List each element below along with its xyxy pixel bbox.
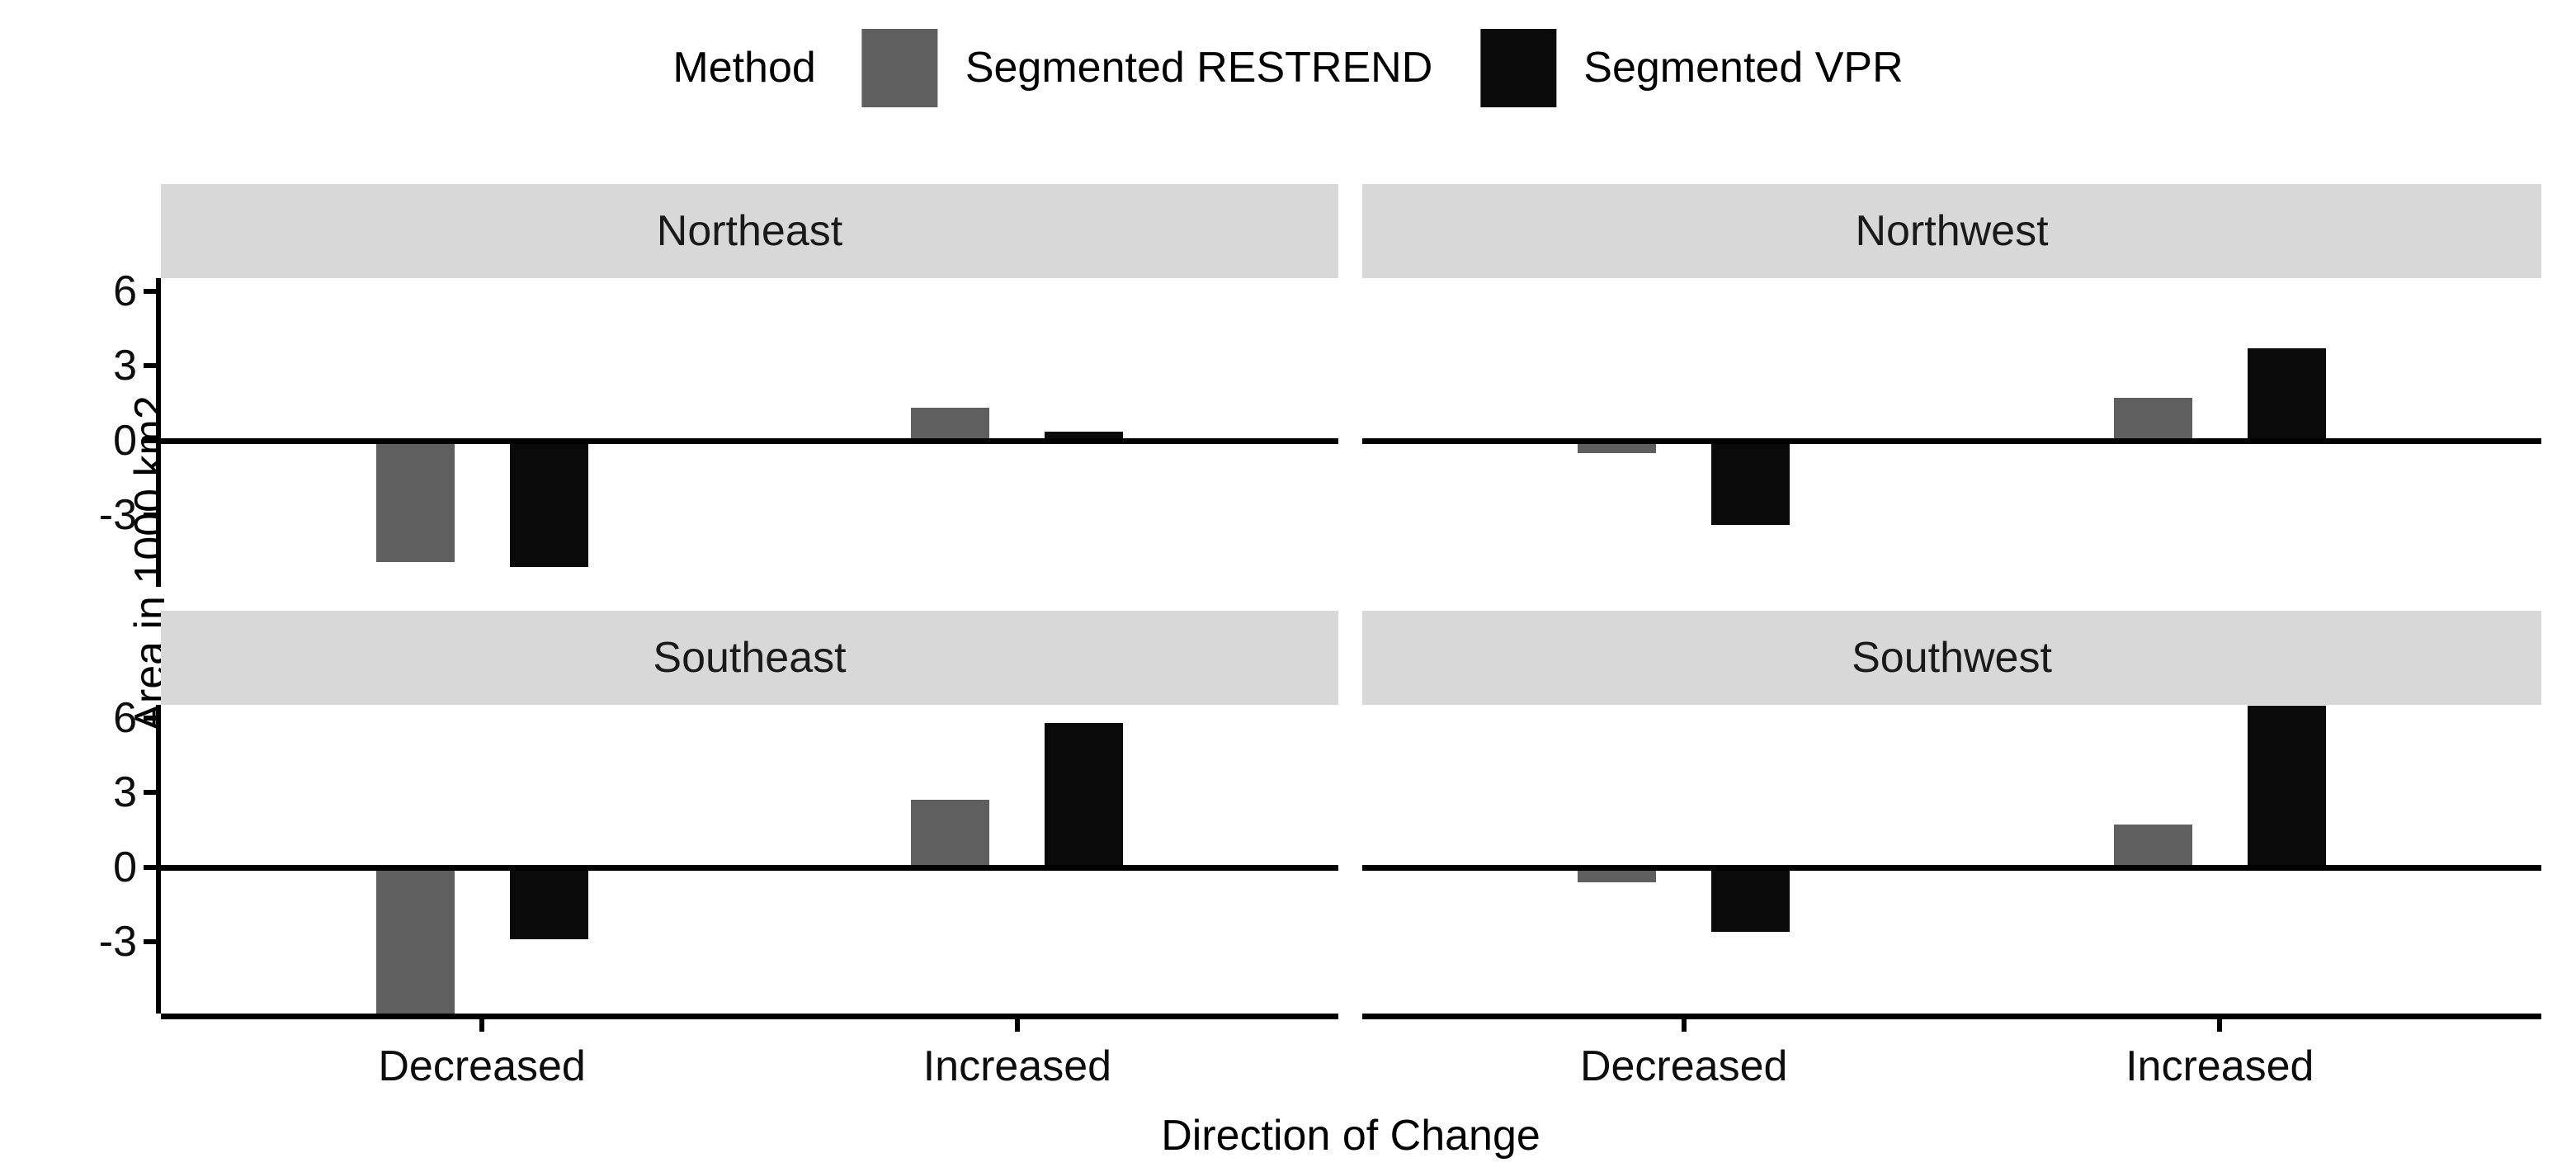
y-tick-label-northeast-3: 3 [113,342,137,390]
facet-strip-label-northwest: Northwest [1855,207,2049,255]
bar-southeast-decreased-vpr [510,867,588,939]
x-tick-label-southeast-increased: Increased [922,1042,1112,1090]
y-tick-label-northeast-6: 6 [113,267,137,315]
bar-southeast-increased-restrend [911,800,989,867]
y-tick-label-northeast-0: 0 [113,416,137,465]
y-axis-line-northeast [156,278,161,587]
y-tick-northeast-3 [144,363,156,369]
bar-southwest-increased-vpr [2248,705,2326,867]
legend-swatch-vpr-icon [1480,28,1557,107]
bar-southeast-increased-vpr [1045,723,1123,867]
bar-northeast-increased-vpr [1045,431,1123,441]
facet-strip-northeast: Northeast [161,184,1338,278]
bar-northeast-decreased-restrend [376,440,455,562]
bar-northwest-increased-vpr [2248,348,2326,441]
bar-southwest-decreased-restrend [1578,867,1656,882]
y-tick-label-southeast--3: -3 [98,917,137,966]
legend-label-vpr: Segmented VPR [1583,44,1904,92]
y-tick-southeast-0 [144,864,156,870]
y-tick-southeast--3 [144,938,156,944]
y-tick-northeast-6 [144,288,156,294]
facet-strip-southwest: Southwest [1362,611,2541,705]
y-tick-label-southeast-6: 6 [113,693,137,742]
y-tick-label-northeast--3: -3 [98,490,137,539]
y-tick-label-southeast-3: 3 [113,768,137,817]
bar-southwest-increased-restrend [2114,825,2192,867]
bar-northeast-increased-restrend [911,408,989,441]
x-axis-title: Direction of Change [1161,1112,1540,1160]
chart-legend: Method Segmented RESTREND Segmented VPR [672,17,1904,119]
y-tick-southeast-3 [144,790,156,796]
x-tick-label-southwest-decreased: Decreased [1579,1042,1788,1090]
facet-plot-northwest [1362,278,2541,587]
facet-plot-northeast [161,278,1338,587]
x-tick-southeast-decreased [479,1019,485,1032]
bar-southwest-decreased-vpr [1711,867,1790,932]
legend-swatch-restrend-icon [861,28,938,107]
x-tick-southwest-decreased [1681,1019,1687,1032]
x-tick-southeast-increased [1014,1019,1020,1032]
y-tick-southeast-6 [144,715,156,721]
y-tick-label-southeast-0: 0 [113,843,137,891]
bar-southeast-decreased-restrend [376,867,455,1014]
x-tick-label-southwest-increased: Increased [2125,1042,2314,1090]
x-axis-line-southwest [1362,1014,2541,1019]
bar-northwest-increased-restrend [2114,398,2192,441]
y-axis-line-southeast [156,705,161,1014]
facet-strip-northwest: Northwest [1362,184,2541,278]
y-tick-northeast-0 [144,437,156,443]
facet-strip-southeast: Southeast [161,611,1338,705]
zero-line-southeast [161,864,1338,871]
facet-strip-label-southwest: Southwest [1852,634,2052,682]
zero-line-northwest [1362,437,2541,444]
x-tick-southwest-increased [2217,1019,2223,1032]
x-axis-line-southeast [161,1014,1338,1019]
facet-strip-label-southeast: Southeast [653,634,847,682]
zero-line-southwest [1362,864,2541,871]
facet-plot-southeast [161,705,1338,1014]
facet-strip-label-northeast: Northeast [656,207,843,255]
legend-title: Method [672,44,816,92]
bar-northeast-decreased-vpr [510,440,588,567]
y-tick-northeast--3 [144,512,156,517]
bar-northwest-decreased-vpr [1711,440,1790,525]
facet-plot-southwest [1362,705,2541,1014]
x-tick-label-southeast-decreased: Decreased [378,1042,586,1090]
legend-label-restrend: Segmented RESTREND [965,44,1433,92]
zero-line-northeast [161,437,1338,444]
